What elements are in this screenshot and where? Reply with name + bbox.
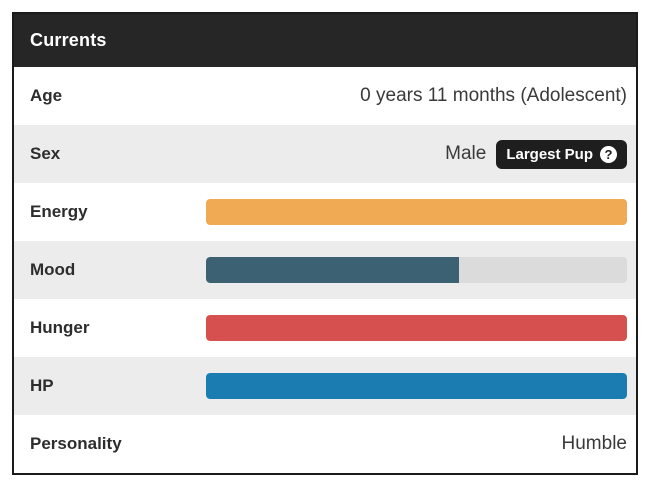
hunger-bar (206, 315, 627, 341)
row-hunger: Hunger (14, 299, 636, 357)
panel-title: Currents (30, 30, 107, 50)
sex-value-group: Male Largest Pup ? (445, 139, 627, 169)
age-label: Age (30, 86, 63, 105)
sex-value: Male (445, 143, 487, 164)
personality-value: Humble (561, 433, 627, 454)
panel-header: Currents (14, 14, 636, 67)
row-hp: HP (14, 357, 636, 415)
mood-label: Mood (30, 260, 76, 279)
row-sex: Sex Male Largest Pup ? (14, 125, 636, 183)
age-value: 0 years 11 months (Adolescent) (360, 85, 627, 106)
hunger-bar-fill (206, 315, 627, 341)
energy-label: Energy (30, 202, 88, 221)
mood-bar (206, 257, 627, 283)
row-mood: Mood (14, 241, 636, 299)
hunger-label: Hunger (30, 318, 90, 337)
personality-label: Personality (30, 434, 122, 453)
question-circle-icon[interactable]: ? (600, 145, 617, 163)
sex-label: Sex (30, 144, 61, 163)
energy-bar (206, 199, 627, 225)
largest-pup-badge[interactable]: Largest Pup ? (496, 139, 627, 169)
row-personality: Personality Humble (14, 415, 636, 473)
mood-bar-fill (206, 257, 459, 283)
row-age: Age 0 years 11 months (Adolescent) (14, 67, 636, 125)
hp-bar (206, 373, 627, 399)
currents-panel: Currents Age 0 years 11 months (Adolesce… (12, 12, 638, 475)
hp-bar-fill (206, 373, 627, 399)
energy-bar-fill (206, 199, 627, 225)
largest-pup-badge-label: Largest Pup (506, 145, 593, 163)
row-energy: Energy (14, 183, 636, 241)
hp-label: HP (30, 376, 54, 395)
